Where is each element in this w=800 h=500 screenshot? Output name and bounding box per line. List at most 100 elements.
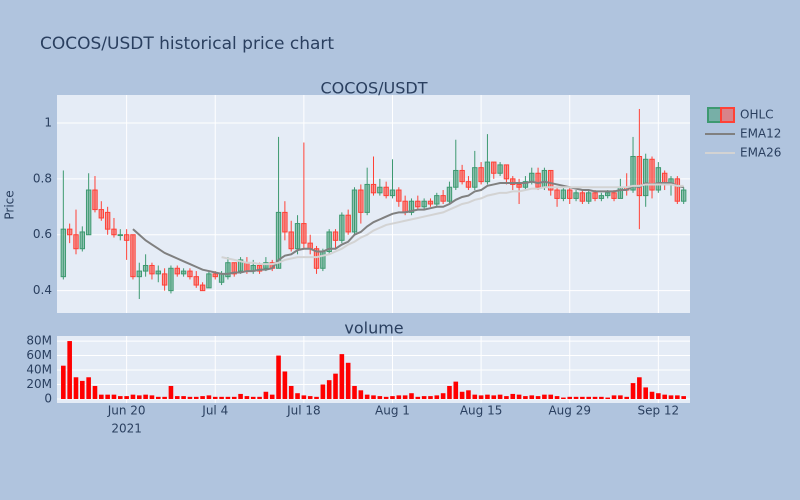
candle-body <box>142 264 149 272</box>
candle-body <box>516 183 522 188</box>
candle-body <box>592 192 598 199</box>
volume-bar <box>428 396 433 399</box>
legend-label[interactable]: EMA26 <box>740 146 781 160</box>
y-tick-label: 0.6 <box>33 227 52 241</box>
volume-bar <box>111 394 117 399</box>
candle-body <box>256 264 263 272</box>
volume-bar <box>516 394 522 399</box>
legend-label[interactable]: OHLC <box>740 108 774 122</box>
candle-body <box>598 195 605 199</box>
volume-bar <box>383 396 389 399</box>
volume-bar <box>257 396 262 399</box>
candle-body <box>617 186 624 199</box>
candle-body <box>529 172 535 183</box>
candle-body <box>231 262 237 275</box>
candle-body <box>364 183 370 213</box>
volume-bar <box>624 396 629 399</box>
candle-body <box>225 262 231 278</box>
volume-bar <box>453 381 459 399</box>
candle-body <box>358 189 364 213</box>
volume-bar <box>548 394 554 399</box>
subplot-title: COCOS/USDT <box>320 79 427 98</box>
volume-bar <box>231 396 237 399</box>
candle-body <box>396 189 402 202</box>
volume-bar <box>225 396 231 399</box>
candle-body <box>680 189 687 202</box>
volume-bar <box>510 393 516 399</box>
volume-bar <box>529 395 535 399</box>
candle-body <box>320 251 326 269</box>
volume-bar <box>409 393 414 399</box>
volume-bar <box>61 365 66 399</box>
candle-body <box>522 181 529 188</box>
volume-bar <box>200 396 205 399</box>
volume-bar <box>212 396 218 399</box>
candle-body <box>440 195 446 202</box>
volume-bar <box>193 396 199 399</box>
volume-bar <box>219 396 224 399</box>
volume-bar <box>206 395 212 399</box>
y-tick-label: 0.4 <box>33 283 52 297</box>
volume-bar <box>314 396 319 399</box>
chart-title: COCOS/USDT historical price chart <box>40 34 334 54</box>
x-tick-label: Aug 1 <box>375 404 410 418</box>
candle-body <box>130 234 136 278</box>
volume-bar <box>105 394 110 399</box>
candle-body <box>275 211 282 269</box>
candle-body <box>326 231 332 253</box>
legend-swatch[interactable] <box>720 107 735 123</box>
volume-bar <box>662 394 667 399</box>
volume-bar <box>295 393 300 399</box>
volume-bar <box>92 385 98 399</box>
volume-bar <box>80 380 85 399</box>
volume-bar <box>573 396 579 399</box>
candle-body <box>79 231 86 250</box>
candle-body <box>541 169 548 188</box>
subplot-title: volume <box>344 319 403 338</box>
legend-label[interactable]: EMA12 <box>740 127 781 141</box>
y-tick-label: 0 <box>44 392 52 406</box>
volume-bar <box>352 385 357 399</box>
volume-bar <box>168 385 174 399</box>
volume-plot-area <box>57 336 690 403</box>
candle-body <box>180 270 187 275</box>
candle-body <box>510 178 516 185</box>
volume-bar <box>396 395 402 399</box>
volume-bar <box>440 393 446 399</box>
candle-body <box>73 234 79 250</box>
x-tick-label: Jul 18 <box>286 404 321 418</box>
candle-body <box>161 273 168 286</box>
candle-body <box>294 223 301 250</box>
y-tick-label: 60M <box>26 348 52 362</box>
volume-bar <box>326 380 332 399</box>
candle-body <box>288 231 294 250</box>
candle-body <box>351 189 358 233</box>
legend-swatch[interactable] <box>707 107 722 123</box>
y-tick-label: 20M <box>26 377 52 391</box>
candle-body <box>136 270 142 278</box>
ema-line <box>132 180 684 275</box>
candle-body <box>503 164 510 180</box>
candle-body <box>446 186 453 202</box>
candle-body <box>313 248 320 269</box>
y-tick-label: 40M <box>26 363 52 377</box>
volume-bar <box>567 396 573 399</box>
candle-body <box>199 284 206 292</box>
candle-body <box>472 167 478 188</box>
volume-bar <box>459 391 465 399</box>
candle-body <box>282 211 288 233</box>
candle-body <box>402 200 408 213</box>
candle-body <box>92 189 98 211</box>
volume-bar <box>86 377 91 399</box>
volume-bar <box>504 396 509 399</box>
candle-body <box>104 211 111 230</box>
volume-bar <box>478 395 484 399</box>
volume-bar <box>269 394 275 399</box>
candle-body <box>573 192 579 199</box>
volume-bar <box>535 396 541 399</box>
volume-bar <box>377 396 383 399</box>
ema-line <box>221 183 684 266</box>
candle-body <box>168 267 174 292</box>
